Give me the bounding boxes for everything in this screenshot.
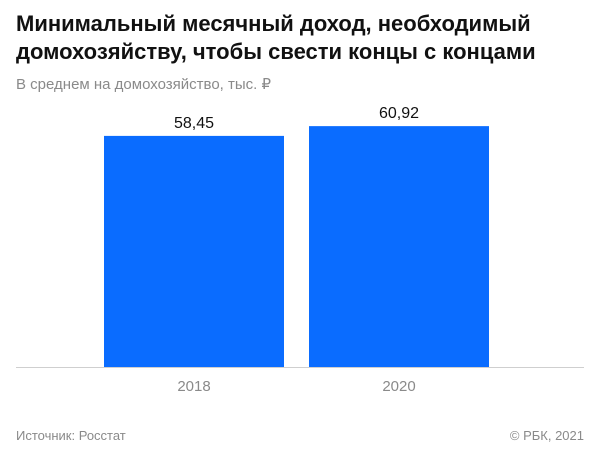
x-tick-label-2018: 2018 <box>177 378 210 395</box>
x-tick-label-2020: 2020 <box>382 378 415 395</box>
chart-subtitle: В среднем на домохозяйство, тыс. ₽ <box>16 76 272 93</box>
source-note: Источник: Росстат <box>16 428 126 443</box>
bar-2020 <box>309 126 489 368</box>
chart-title: Минимальный месячный доход, необходимый … <box>16 11 536 64</box>
bar-value-label-2020: 60,92 <box>379 105 419 122</box>
copyright-note: © РБК, 2021 <box>509 428 584 443</box>
bar-2018 <box>104 135 284 367</box>
bar-value-label-2018: 58,45 <box>174 115 214 132</box>
